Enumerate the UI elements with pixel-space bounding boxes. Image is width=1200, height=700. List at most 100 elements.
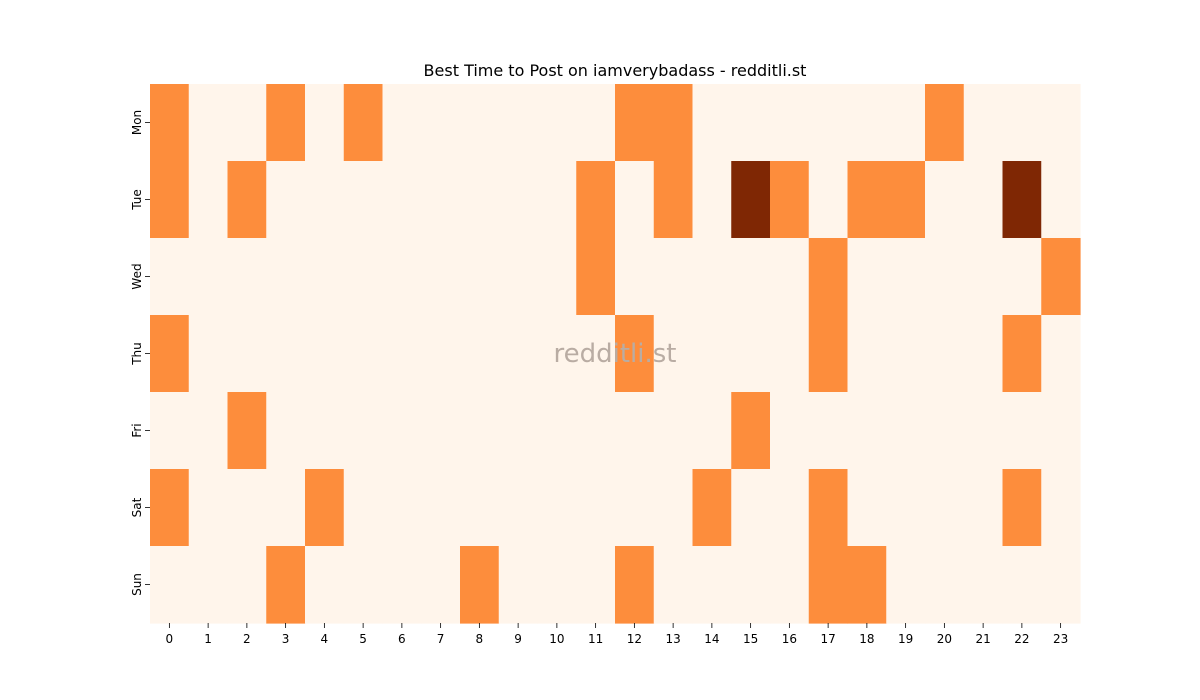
heatmap-cell-fri-19	[886, 392, 926, 470]
heatmap-cell-wed-6	[382, 238, 422, 316]
heatmap-cell-tue-11	[576, 161, 616, 239]
heatmap-cell-mon-16	[770, 84, 810, 162]
heatmap-cell-sat-21	[963, 469, 1004, 547]
heatmap-cell-wed-5	[343, 238, 384, 316]
heatmap-cell-sat-14	[692, 469, 732, 547]
heatmap-cell-sun-10	[537, 546, 577, 624]
heatmap-cell-fri-22	[1002, 392, 1042, 470]
heatmap-cell-mon-12	[615, 84, 655, 162]
heatmap-cell-sat-22	[1002, 469, 1042, 547]
heatmap-cell-fri-10	[537, 392, 577, 470]
heatmap-cell-wed-23	[1041, 238, 1081, 316]
heatmap-cell-mon-18	[847, 84, 887, 162]
heatmap-cell-thu-5	[343, 315, 384, 393]
heatmap-cell-sun-1	[188, 546, 229, 624]
heatmap-cell-fri-14	[692, 392, 732, 470]
heatmap-cell-wed-12	[615, 238, 655, 316]
heatmap-cell-wed-9	[498, 238, 539, 316]
heatmap-cell-fri-16	[770, 392, 810, 470]
heatmap-cell-sat-11	[576, 469, 616, 547]
heatmap-cell-wed-19	[886, 238, 926, 316]
heatmap-cell-sun-16	[770, 546, 810, 624]
heatmap-cell-fri-4	[305, 392, 345, 470]
heatmap-cell-thu-17	[808, 315, 849, 393]
chart-title: Best Time to Post on iamverybadass - red…	[424, 61, 807, 80]
heatmap-cell-sat-5	[343, 469, 384, 547]
heatmap-cell-tue-10	[537, 161, 577, 239]
x-tick-label-17: 17	[820, 632, 835, 646]
heatmap-cell-tue-21	[963, 161, 1004, 239]
heatmap-cell-sun-3	[266, 546, 306, 624]
heatmap-cell-sun-23	[1041, 546, 1081, 624]
heatmap-cell-tue-12	[615, 161, 655, 239]
heatmap-cell-mon-17	[808, 84, 849, 162]
heatmap-cell-tue-17	[808, 161, 849, 239]
heatmap-cell-sun-22	[1002, 546, 1042, 624]
heatmap-cell-fri-20	[925, 392, 965, 470]
heatmap-cell-mon-3	[266, 84, 306, 162]
heatmap-cell-fri-11	[576, 392, 616, 470]
heatmap-cell-wed-17	[808, 238, 849, 316]
heatmap-cell-mon-7	[421, 84, 461, 162]
heatmap-cell-tue-7	[421, 161, 461, 239]
heatmap-cell-wed-4	[305, 238, 345, 316]
heatmap-cell-thu-19	[886, 315, 926, 393]
heatmap-cell-wed-2	[227, 238, 267, 316]
heatmap-cell-sun-19	[886, 546, 926, 624]
heatmap-cell-sun-12	[615, 546, 655, 624]
x-tick-label-1: 1	[204, 632, 212, 646]
heatmap-cell-thu-11	[576, 315, 616, 393]
heatmap-cell-tue-6	[382, 161, 422, 239]
heatmap-cell-sat-15	[731, 469, 771, 547]
heatmap-cell-wed-15	[731, 238, 771, 316]
heatmap-cell-thu-0	[150, 315, 190, 393]
heatmap-cell-tue-2	[227, 161, 267, 239]
heatmap-cell-mon-21	[963, 84, 1004, 162]
heatmap-cell-wed-16	[770, 238, 810, 316]
heatmap-cell-sat-9	[498, 469, 539, 547]
heatmap-cell-wed-10	[537, 238, 577, 316]
heatmap-cell-mon-2	[227, 84, 267, 162]
heatmap-cell-thu-14	[692, 315, 732, 393]
heatmap-cell-fri-0	[150, 392, 190, 470]
heatmap-cell-sun-17	[808, 546, 849, 624]
heatmap-cell-sat-13	[653, 469, 694, 547]
heatmap-cell-sun-7	[421, 546, 461, 624]
heatmap-cell-thu-10	[537, 315, 577, 393]
heatmap-cell-mon-5	[343, 84, 384, 162]
heatmap-cell-tue-14	[692, 161, 732, 239]
heatmap-cell-sun-13	[653, 546, 694, 624]
heatmap-cell-sat-19	[886, 469, 926, 547]
heatmap-cell-sat-2	[227, 469, 267, 547]
y-axis: Mon Tue Wed Thu Fri Sat Sun	[130, 110, 150, 596]
heatmap-cell-mon-19	[886, 84, 926, 162]
heatmap-cell-sat-18	[847, 469, 887, 547]
heatmap-cell-sun-14	[692, 546, 732, 624]
heatmap-cell-fri-13	[653, 392, 694, 470]
x-tick-label-19: 19	[898, 632, 913, 646]
heatmap-cell-fri-9	[498, 392, 539, 470]
heatmap-cell-fri-8	[460, 392, 500, 470]
heatmap-cell-tue-0	[150, 161, 190, 239]
watermark-text: redditli.st	[554, 339, 677, 369]
heatmap-cell-thu-1	[188, 315, 229, 393]
heatmap-cell-mon-4	[305, 84, 345, 162]
heatmap-cell-sat-1	[188, 469, 229, 547]
heatmap-cell-mon-1	[188, 84, 229, 162]
heatmap-cell-sat-17	[808, 469, 849, 547]
heatmap-cell-thu-21	[963, 315, 1004, 393]
heatmap-cell-sun-9	[498, 546, 539, 624]
heatmap-cells	[150, 84, 1081, 624]
heatmap-cell-sat-20	[925, 469, 965, 547]
x-tick-label-10: 10	[549, 632, 564, 646]
heatmap-cell-wed-21	[963, 238, 1004, 316]
heatmap-cell-fri-17	[808, 392, 849, 470]
heatmap-cell-thu-18	[847, 315, 887, 393]
heatmap-cell-sun-4	[305, 546, 345, 624]
x-tick-label-11: 11	[588, 632, 603, 646]
heatmap-cell-fri-2	[227, 392, 267, 470]
y-tick-label-sun: Sun	[130, 573, 144, 596]
heatmap-cell-fri-21	[963, 392, 1004, 470]
heatmap-cell-sat-0	[150, 469, 190, 547]
